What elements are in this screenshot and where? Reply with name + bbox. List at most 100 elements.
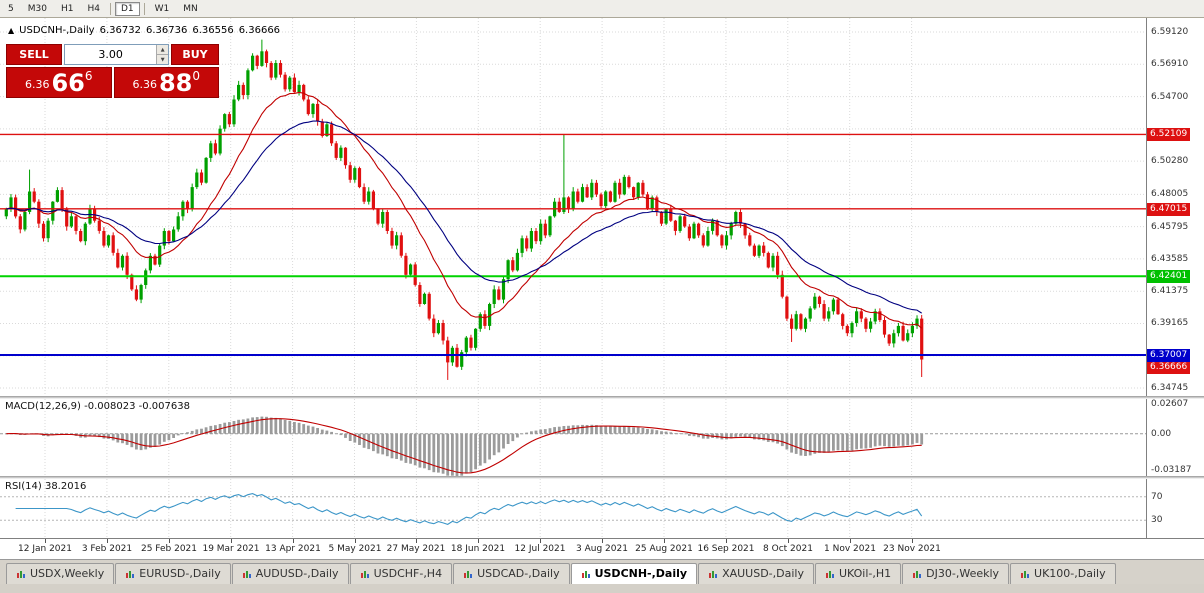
- tab-label: UK100-,Daily: [1034, 567, 1106, 580]
- tab-label: USDCHF-,H4: [373, 567, 443, 580]
- time-tick: [788, 539, 789, 543]
- sell-price-display[interactable]: 6.36 66 6: [6, 67, 112, 98]
- date-label: 1 Nov 2021: [824, 544, 876, 554]
- sell-price-prefix: 6.36: [24, 78, 50, 91]
- tab-uk100-daily[interactable]: UK100-,Daily: [1010, 563, 1116, 584]
- date-label: 19 Mar 2021: [202, 544, 260, 554]
- macd-signal-line: [6, 418, 922, 474]
- date-label: 8 Oct 2021: [763, 544, 813, 554]
- timeframe-m30[interactable]: M30: [27, 3, 47, 14]
- chart-ohlc-label: ▲ USDCNH-,Daily 6.36732 6.36736 6.36556 …: [8, 25, 280, 36]
- ma-fast-line: [6, 91, 923, 329]
- rsi-pane: 70 30 RSI(14) 38.2016: [0, 479, 1204, 538]
- timeframe-d1[interactable]: D1: [114, 1, 140, 16]
- axis-tick-label: 6.43585: [1151, 253, 1189, 264]
- sell-button[interactable]: SELL: [6, 44, 62, 65]
- axis-tick-label: 6.34745: [1151, 383, 1189, 394]
- timeframe-mn[interactable]: MN: [183, 3, 198, 14]
- ohlc-low: 6.36556: [192, 25, 234, 36]
- tab-label: AUDUSD-,Daily: [255, 567, 339, 580]
- timeframe-5[interactable]: 5: [8, 3, 14, 14]
- volume-down-button[interactable]: ▼: [157, 55, 168, 64]
- axis-tick-label: 6.45795: [1151, 221, 1189, 232]
- ohlc-close: 6.36666: [238, 25, 281, 36]
- tab-ukoil-h1[interactable]: UKOil-,H1: [814, 563, 902, 584]
- axis-tick-label: 0.02607: [1151, 399, 1189, 409]
- time-tick: [912, 539, 913, 543]
- time-axis[interactable]: 12 Jan 2021 3 Feb 2021 25 Feb 2021 19 Mar 2…: [0, 538, 1204, 559]
- macd-histogram: [4, 416, 924, 476]
- axis-tick-label: 30: [1151, 515, 1163, 526]
- symbol-text: USDCNH-,Daily: [19, 25, 95, 36]
- time-tick: [231, 539, 232, 543]
- tab-audusd-daily[interactable]: AUDUSD-,Daily: [231, 563, 349, 584]
- buy-price-big: 88: [158, 69, 193, 97]
- tab-label: EURUSD-,Daily: [139, 567, 221, 580]
- date-label: 23 Nov 2021: [883, 544, 941, 554]
- axis-tick-label: 6.41375: [1151, 286, 1189, 297]
- pane-splitter[interactable]: [0, 396, 1204, 399]
- tab-usdcnh-daily[interactable]: USDCNH-,Daily: [570, 563, 698, 584]
- sell-price-pip: 6: [84, 69, 93, 83]
- rsi-chart[interactable]: [0, 479, 1146, 538]
- axis-tick-label: 6.59120: [1151, 27, 1189, 38]
- time-tick: [540, 539, 541, 543]
- ohlc-high: 6.36736: [145, 25, 188, 36]
- tab-label: XAUUSD-,Daily: [722, 567, 804, 580]
- volume-spinner: ▲ ▼: [156, 45, 168, 64]
- macd-axis: 0.02607 0.00 -0.03187: [1146, 399, 1204, 476]
- collapse-trade-panel-icon[interactable]: ▲: [8, 26, 15, 35]
- window-edge: [0, 584, 1204, 593]
- macd-label: MACD(12,26,9) -0.008023 -0.007638: [5, 401, 190, 412]
- macd-chart[interactable]: [0, 399, 1146, 476]
- price-axis[interactable]: 6.59120 6.56910 6.54700 6.50280 6.48005 6.457…: [1146, 18, 1204, 396]
- tab-dj30-weekly[interactable]: DJ30-,Weekly: [902, 563, 1010, 584]
- axis-tick-label: 0.00: [1151, 428, 1172, 439]
- date-label: 3 Aug 2021: [576, 544, 628, 554]
- price-badge-6.52109: 6.52109: [1147, 128, 1191, 141]
- tab-label: USDX,Weekly: [30, 567, 105, 580]
- timeframe-h4[interactable]: H4: [87, 3, 100, 14]
- tab-label: DJ30-,Weekly: [926, 567, 1000, 580]
- time-tick: [850, 539, 851, 543]
- time-tick: [45, 539, 46, 543]
- date-label: 16 Sep 2021: [697, 544, 755, 554]
- chart-tab-icon: [126, 570, 135, 578]
- timeframe-w1[interactable]: W1: [154, 3, 170, 14]
- one-click-trading-panel: SELL ▲ ▼ BUY 6.36 66 6 6.36: [6, 44, 219, 98]
- date-label: 18 Jun 2021: [450, 544, 506, 554]
- macd-pane: 0.02607 0.00 -0.03187 MACD(12,26,9) -0.008…: [0, 399, 1204, 476]
- date-label: 5 May 2021: [328, 544, 382, 554]
- axis-tick-label: 6.39165: [1151, 318, 1189, 329]
- volume-input[interactable]: [65, 45, 157, 64]
- timeframe-h1[interactable]: H1: [60, 3, 74, 14]
- toolbar-separator: [109, 2, 111, 15]
- time-tick: [416, 539, 417, 543]
- buy-button[interactable]: BUY: [171, 44, 219, 65]
- tab-usdcad-daily[interactable]: USDCAD-,Daily: [453, 563, 570, 584]
- tab-label: USDCNH-,Daily: [594, 567, 688, 580]
- axis-tick-label: -0.03187: [1151, 465, 1192, 475]
- chart-tab-icon: [825, 570, 834, 578]
- time-tick: [478, 539, 479, 543]
- tab-usdx-weekly[interactable]: USDX,Weekly: [6, 563, 115, 584]
- candlestick-series: [4, 39, 924, 380]
- buy-price-display[interactable]: 6.36 88 0: [113, 67, 219, 98]
- date-label: 12 Jan 2021: [18, 544, 72, 554]
- tab-xauusd-daily[interactable]: XAUUSD-,Daily: [698, 563, 814, 584]
- tab-usdchf-h4[interactable]: USDCHF-,H4: [349, 563, 453, 584]
- volume-up-button[interactable]: ▲: [157, 45, 168, 55]
- rsi-label: RSI(14) 38.2016: [5, 481, 87, 492]
- rsi-axis: 70 30: [1146, 479, 1204, 538]
- price-chart[interactable]: [0, 18, 1146, 396]
- tab-eurusd-daily[interactable]: EURUSD-,Daily: [115, 563, 231, 584]
- chart-tab-icon: [242, 570, 251, 578]
- buy-price-pip: 0: [192, 69, 201, 83]
- timeframe-toolbar: 5 M30 H1 H4 D1 W1 MN: [0, 0, 1204, 18]
- price-pane: 6.59120 6.56910 6.54700 6.50280 6.48005 6.457…: [0, 18, 1204, 396]
- axis-tick-label: 6.54700: [1151, 91, 1189, 102]
- time-tick: [664, 539, 665, 543]
- pane-splitter[interactable]: [0, 476, 1204, 479]
- buy-price-prefix: 6.36: [132, 78, 157, 91]
